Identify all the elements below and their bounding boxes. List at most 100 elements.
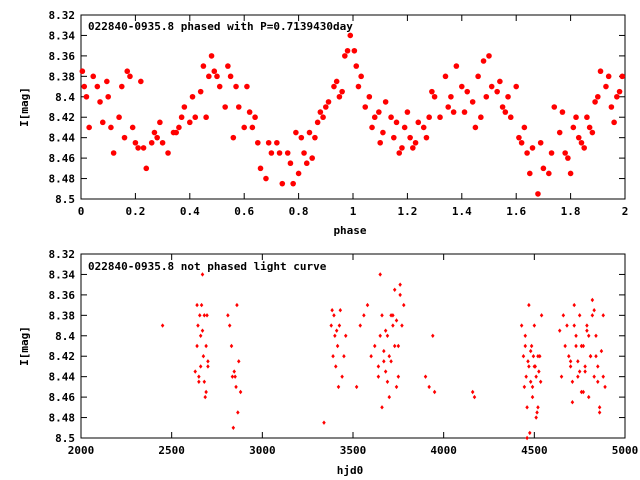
data-point [415, 119, 422, 126]
data-point [588, 354, 593, 359]
data-point [559, 109, 566, 115]
data-point [391, 323, 395, 328]
data-point [423, 374, 428, 379]
y-tick-label: 8.44 [49, 132, 76, 145]
data-point [377, 139, 384, 146]
data-point [590, 297, 595, 303]
data-point [132, 139, 139, 146]
data-point [79, 68, 86, 75]
data-point [334, 328, 339, 333]
data-point [524, 374, 528, 379]
data-point [505, 93, 511, 100]
data-point [507, 114, 514, 121]
data-point [108, 124, 114, 131]
data-point [378, 333, 382, 338]
data-point [480, 58, 487, 64]
data-point [263, 175, 269, 182]
data-point [546, 170, 552, 177]
data-point [519, 323, 524, 328]
data-point [204, 343, 208, 349]
data-point [198, 364, 203, 369]
data-point [241, 124, 247, 131]
data-point [160, 323, 165, 328]
y-tick-label: 8.32 [49, 248, 76, 261]
data-point [254, 139, 261, 146]
data-point [380, 129, 386, 136]
data-point [332, 313, 336, 318]
data-point [431, 333, 435, 338]
data-point [227, 73, 234, 80]
data-point [398, 282, 402, 287]
data-point [202, 379, 207, 384]
data-point [556, 129, 563, 136]
data-point [393, 119, 400, 126]
y-axis-label: I[mag] [18, 87, 31, 127]
data-point [537, 139, 544, 146]
data-point [325, 99, 332, 105]
data-point [586, 394, 591, 400]
data-point [344, 47, 351, 54]
data-point [195, 302, 199, 308]
data-point [540, 165, 547, 172]
data-point [534, 374, 538, 379]
data-point [226, 313, 230, 318]
data-point [211, 68, 218, 75]
data-point [574, 343, 578, 349]
x-tick-label: 1 [350, 205, 357, 218]
data-point [426, 114, 432, 121]
data-point [373, 343, 377, 349]
data-point [199, 302, 204, 308]
data-point [380, 313, 384, 318]
data-point [157, 119, 163, 126]
data-point [475, 73, 481, 80]
data-point [603, 83, 609, 90]
x-axis-label: hjd0 [337, 464, 364, 477]
data-point [581, 389, 586, 395]
data-point [601, 313, 605, 318]
data-point [116, 114, 122, 121]
x-tick-label: 2 [622, 205, 629, 218]
data-point [387, 394, 392, 400]
data-point [376, 374, 381, 379]
data-point [464, 88, 471, 95]
data-point [268, 150, 275, 156]
data-point [236, 410, 240, 415]
data-point [570, 379, 575, 384]
plot-frame [80, 14, 626, 200]
x-tick-label: 1.4 [452, 205, 472, 218]
data-point [200, 328, 205, 333]
data-point [577, 369, 582, 374]
data-point [551, 104, 558, 110]
data-point [121, 134, 128, 141]
data-point [565, 323, 569, 328]
data-point [583, 369, 587, 374]
data-point [586, 124, 593, 131]
data-point [472, 124, 479, 131]
data-point [295, 170, 302, 177]
data-point [225, 63, 231, 69]
data-point [518, 139, 525, 146]
data-point [347, 32, 354, 39]
data-point [276, 150, 283, 156]
data-point [592, 374, 596, 379]
data-point [592, 308, 596, 313]
data-point [355, 83, 362, 90]
data-point [522, 384, 527, 390]
x-tick-label: 0.4 [180, 205, 200, 218]
data-point [488, 83, 495, 90]
y-tick-label: 8.42 [49, 350, 76, 363]
data-point [432, 389, 437, 395]
panel-title: 022840-0935.8 phased with P=0.7139430day [88, 20, 353, 33]
data-point [572, 323, 576, 328]
y-tick-label: 8.38 [49, 70, 76, 83]
y-tick-label: 8.4 [55, 330, 75, 343]
data-point [279, 180, 286, 187]
data-point [529, 145, 536, 151]
data-point [249, 124, 256, 131]
data-point [331, 83, 337, 90]
data-point [380, 405, 384, 410]
data-point [274, 139, 280, 146]
data-point [301, 150, 307, 156]
data-point [532, 323, 537, 328]
data-point [594, 333, 598, 338]
